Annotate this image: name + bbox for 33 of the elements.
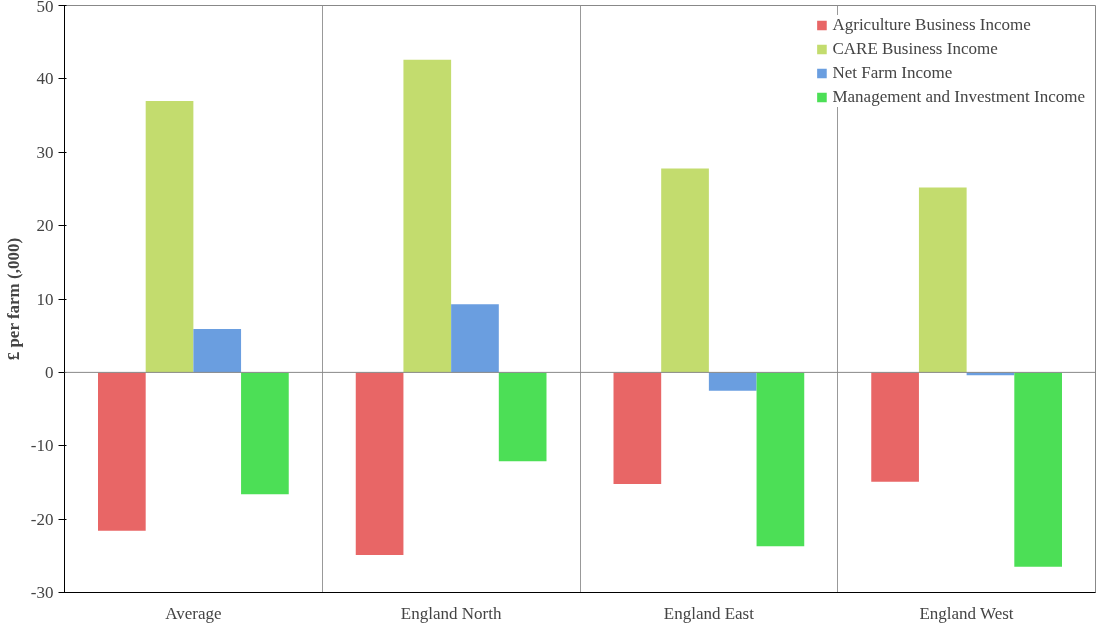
y-tick-label: 40 bbox=[36, 69, 54, 89]
bar bbox=[145, 100, 194, 373]
x-tick-label: England East bbox=[663, 603, 755, 623]
legend-label: Agriculture Business Income bbox=[832, 15, 1031, 35]
bar bbox=[98, 372, 146, 531]
y-axis-title: £ per farm (,000) bbox=[3, 237, 23, 361]
y-tick-label: -30 bbox=[30, 583, 54, 602]
y-tick-label: 30 bbox=[36, 142, 54, 162]
legend-label: Net Farm Income bbox=[832, 63, 953, 83]
legend-label: CARE Business Income bbox=[832, 39, 998, 59]
bar bbox=[756, 372, 805, 547]
x-tick-label: England North bbox=[400, 603, 502, 623]
bar bbox=[1014, 372, 1062, 567]
y-tick-label: -10 bbox=[30, 436, 54, 456]
bar bbox=[918, 187, 967, 373]
bar bbox=[241, 372, 289, 495]
bar bbox=[498, 372, 547, 462]
bar bbox=[403, 59, 452, 373]
legend-label: Management and Investment Income bbox=[832, 87, 1085, 107]
y-tick-label: 0 bbox=[45, 362, 54, 382]
y-tick-label: -20 bbox=[30, 509, 54, 529]
y-tick-label: 10 bbox=[36, 289, 54, 309]
y-tick-label: 20 bbox=[36, 216, 54, 236]
bar bbox=[355, 372, 404, 556]
bar bbox=[661, 168, 709, 373]
bar bbox=[193, 329, 242, 373]
bar bbox=[451, 304, 499, 373]
bar bbox=[613, 372, 662, 484]
bar bbox=[871, 372, 919, 482]
y-tick-label: 50 bbox=[36, 0, 54, 16]
x-tick-label: Average bbox=[165, 603, 222, 623]
bar bbox=[708, 372, 757, 391]
x-tick-label: England West bbox=[919, 603, 1014, 623]
